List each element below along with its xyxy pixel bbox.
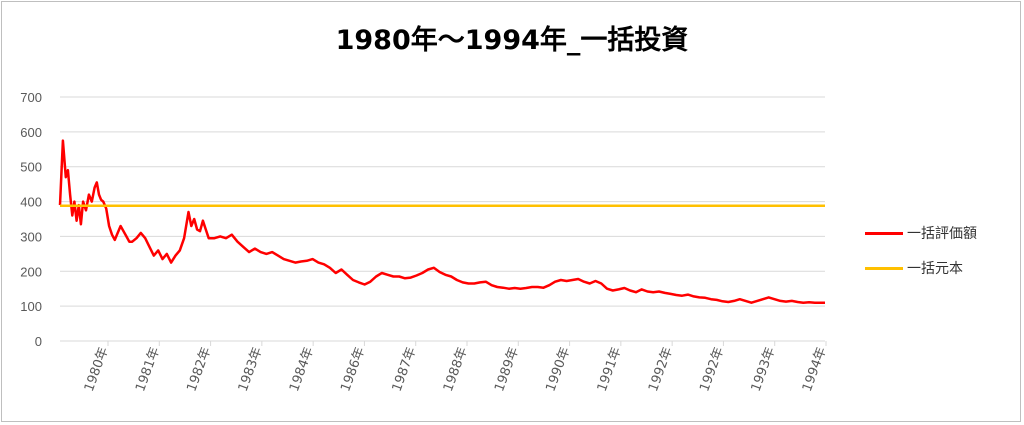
x-tick-label: 1989年	[492, 345, 522, 393]
x-tick-label: 1991年	[595, 345, 625, 393]
y-tick-label: 400	[20, 195, 42, 210]
x-tick-label: 1983年	[236, 345, 266, 393]
y-tick-label: 700	[20, 90, 42, 105]
y-tick-label: 600	[20, 125, 42, 140]
legend-label-principal: 一括元本	[907, 261, 963, 277]
x-tick-label: 1990年	[543, 345, 573, 393]
x-tick-label: 1984年	[287, 345, 317, 393]
legend-item-valuation: 一括評価額	[865, 223, 1024, 243]
y-tick-label: 200	[20, 264, 42, 279]
legend-swatch-valuation	[865, 232, 903, 235]
x-tick-label: 1993年	[749, 345, 779, 393]
legend-swatch-principal	[865, 267, 903, 270]
x-tick-label: 1992年	[646, 345, 676, 393]
x-tick-label: 1994年	[800, 345, 830, 393]
y-tick-label: 100	[20, 299, 42, 314]
series-line-valuation	[58, 139, 825, 304]
y-tick-label: 0	[35, 334, 42, 349]
y-tick-label: 300	[20, 229, 42, 244]
legend-item-principal: 一括元本	[865, 258, 1024, 278]
x-tick-label: 1980年	[82, 345, 112, 393]
x-tick-label: 1992年	[697, 345, 727, 393]
legend-label-valuation: 一括評価額	[907, 226, 977, 242]
y-tick-label: 500	[20, 160, 42, 175]
x-tick-label: 1986年	[338, 345, 368, 393]
x-tick-label: 1987年	[390, 345, 420, 393]
x-tick-label: 1982年	[184, 345, 214, 393]
x-tick-label: 1981年	[133, 345, 163, 393]
chart-title: 1980年～1994年_一括投資	[335, 25, 689, 56]
x-tick-label: 1988年	[441, 345, 471, 393]
